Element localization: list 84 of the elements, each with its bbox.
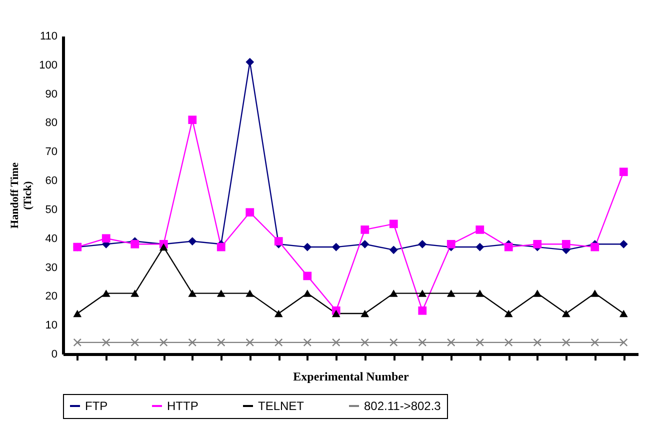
point: [102, 338, 110, 347]
point: [360, 240, 370, 248]
point: [73, 310, 82, 318]
point: [418, 290, 427, 297]
point: [619, 310, 628, 318]
legend-label: 802.11->802.3: [364, 399, 442, 413]
point: [303, 290, 312, 297]
point: [130, 338, 140, 347]
y-axis-title: Handoff Time (Tick): [9, 162, 34, 228]
legend-label: TELNET: [258, 399, 305, 413]
point: [504, 310, 513, 318]
point: [102, 234, 110, 243]
point: [590, 338, 600, 347]
point: [619, 240, 628, 248]
legend-label: FTP: [85, 399, 108, 413]
point: [360, 226, 370, 234]
legend-label: HTTP: [167, 399, 198, 413]
y-tick-label: 0: [51, 348, 58, 360]
point: [504, 338, 513, 347]
y-tick-label: 100: [39, 59, 58, 72]
point: [619, 338, 628, 347]
point: [332, 310, 340, 318]
y-tick-label: 110: [40, 30, 58, 42]
point: [446, 338, 456, 347]
point: [246, 208, 254, 217]
y-tick-label: 90: [45, 88, 58, 100]
point: [246, 338, 254, 347]
point: [216, 290, 226, 297]
point: [274, 338, 283, 347]
point: [562, 310, 570, 318]
point: [246, 58, 254, 66]
point: [360, 310, 370, 318]
point: [562, 240, 570, 248]
y-tick-label: 50: [45, 204, 58, 216]
point: [476, 290, 484, 297]
point: [159, 243, 168, 251]
point: [446, 290, 456, 297]
point: [216, 242, 226, 252]
point: [389, 290, 398, 297]
point: [303, 272, 312, 280]
y-tick-label: 10: [45, 320, 58, 332]
point: [303, 338, 312, 347]
point: [389, 220, 398, 228]
point: [389, 246, 398, 254]
point: [446, 240, 456, 248]
point: [418, 240, 427, 248]
x-axis-title: Experimental Number: [293, 370, 410, 384]
point: [332, 338, 340, 347]
point: [476, 338, 484, 347]
point: [274, 310, 283, 318]
point: [590, 242, 600, 252]
point: [303, 242, 312, 252]
point: [590, 290, 600, 297]
point: [73, 338, 82, 347]
y-tick-label: 60: [45, 175, 58, 188]
point: [533, 338, 542, 347]
y-tick-label: 20: [45, 290, 58, 303]
y-tick-label: 40: [45, 232, 58, 245]
point: [188, 237, 197, 246]
point: [418, 306, 427, 315]
point: [159, 338, 168, 347]
point: [246, 290, 254, 297]
point: [102, 290, 110, 297]
point: [476, 242, 484, 252]
point: [188, 116, 197, 124]
point: [130, 240, 140, 248]
y-tick-label: 80: [45, 117, 58, 130]
point: [216, 338, 226, 347]
point: [562, 338, 570, 347]
point: [332, 242, 340, 252]
point: [188, 290, 197, 297]
point: [188, 338, 197, 347]
point: [476, 226, 484, 234]
y-tick-label: 70: [45, 146, 58, 158]
point: [418, 338, 427, 347]
point: [533, 240, 542, 248]
point: [533, 290, 542, 297]
point: [274, 237, 283, 246]
point: [389, 338, 398, 347]
point: [504, 242, 513, 252]
y-tick-label: 30: [45, 262, 58, 274]
point: [360, 338, 370, 347]
point: [619, 168, 628, 176]
point: [130, 290, 140, 297]
